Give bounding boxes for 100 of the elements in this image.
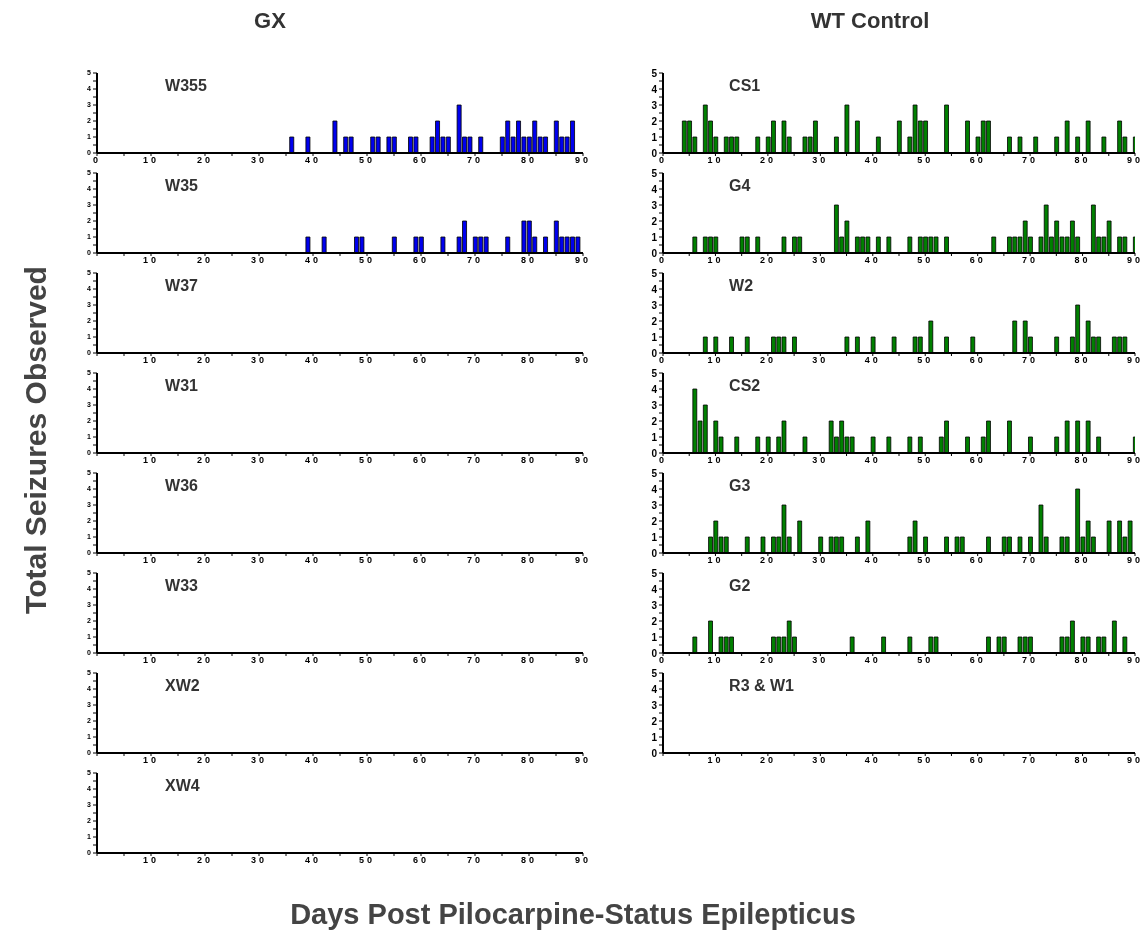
x-tick-label: 50 <box>917 355 934 366</box>
x-tick-label: 60 <box>412 455 430 466</box>
x-tick-label: 30 <box>812 455 829 466</box>
x-tick-label: 90 <box>574 655 592 666</box>
x-tick-label: 60 <box>412 155 430 166</box>
x-tick-label: 80 <box>1074 255 1091 266</box>
x-tick-label: 80 <box>520 255 538 266</box>
x-tick-label: 10 <box>707 655 724 666</box>
y-tick-label: 2 <box>651 615 658 627</box>
y-tick-label: 3 <box>651 299 658 311</box>
y-tick-label: 5 <box>651 167 658 179</box>
x-tick-label: 40 <box>864 655 881 666</box>
y-tick-label: 4 <box>651 283 658 295</box>
x-tick-label: 50 <box>917 155 934 166</box>
x-tick-label: 30 <box>250 355 268 366</box>
y-tick-label: 1 <box>651 231 658 243</box>
chart-title: W355 <box>165 77 207 95</box>
y-tick-label: 5 <box>651 367 658 379</box>
x-tick-label: 20 <box>196 755 214 766</box>
x-tick-label: 90 <box>574 255 592 266</box>
x-tick-label: 70 <box>1022 755 1039 766</box>
chart-title: G2 <box>729 577 751 595</box>
x-tick-label: 20 <box>759 455 776 466</box>
x-tick-label: 60 <box>969 255 986 266</box>
x-tick-label: 70 <box>1022 355 1039 366</box>
chart-title: W36 <box>165 477 198 495</box>
x-tick-label: 30 <box>250 255 268 266</box>
x-tick-label: 90 <box>574 755 592 766</box>
x-tick-label: 30 <box>250 655 268 666</box>
x-tick-label: 90 <box>1126 255 1144 266</box>
y-tick-label: 3 <box>651 699 658 711</box>
x-tick-label: 90 <box>574 355 592 366</box>
y-tick-label: 5 <box>651 667 658 679</box>
x-tick-label: 20 <box>196 655 214 666</box>
y-tick-label: 5 <box>651 467 658 479</box>
y-tick-label: 2 <box>651 115 658 127</box>
x-tick-label: 90 <box>574 155 592 166</box>
x-tick-label: 20 <box>196 855 214 866</box>
x-tick-label: 10 <box>707 355 724 366</box>
x-tick-label: 20 <box>759 155 776 166</box>
x-tick-label: 10 <box>142 455 160 466</box>
x-tick-label: 60 <box>412 855 430 866</box>
x-tick-label: 50 <box>358 255 376 266</box>
x-tick-label: 40 <box>304 455 322 466</box>
x-tick-label: 20 <box>196 555 214 566</box>
x-tick-label: 20 <box>759 255 776 266</box>
x-tick-label: 50 <box>358 355 376 366</box>
y-tick-label: 5 <box>651 567 658 579</box>
x-tick-label: 60 <box>969 555 986 566</box>
chart-title: W31 <box>165 377 198 395</box>
x-axis-title: Days Post Pilocarpine-Status Epilepticus <box>289 898 857 931</box>
x-tick-label: 70 <box>466 655 484 666</box>
x-tick-label: 80 <box>520 755 538 766</box>
x-tick-label: 60 <box>969 355 986 366</box>
x-tick-label: 0 <box>658 455 668 466</box>
x-tick-label: 40 <box>304 755 322 766</box>
x-tick-label: 30 <box>250 755 268 766</box>
x-tick-label: 70 <box>1022 455 1039 466</box>
x-tick-label: 30 <box>812 655 829 666</box>
x-tick-label: 70 <box>1022 555 1039 566</box>
chart-title: XW4 <box>165 777 200 795</box>
y-tick-label: 5 <box>651 67 658 79</box>
x-tick-label: 40 <box>864 355 881 366</box>
x-tick-label: 80 <box>1074 655 1091 666</box>
x-tick-label: 90 <box>1126 555 1144 566</box>
x-tick-label: 40 <box>304 255 322 266</box>
x-tick-label: 0 <box>658 255 668 266</box>
x-tick-label: 60 <box>412 755 430 766</box>
y-tick-label: 4 <box>651 183 658 195</box>
y-tick-label: 4 <box>651 483 658 495</box>
y-axis-title: Total Seizures Observed <box>19 266 53 614</box>
x-tick-label: 50 <box>358 555 376 566</box>
y-tick-label: 3 <box>651 599 658 611</box>
x-tick-label: 30 <box>250 155 268 166</box>
chart-title: W35 <box>165 177 198 195</box>
y-tick-label: 3 <box>651 99 658 111</box>
x-tick-label: 40 <box>304 155 322 166</box>
x-tick-label: 10 <box>707 155 724 166</box>
x-tick-label: 40 <box>304 855 322 866</box>
x-tick-label: 0 <box>658 655 668 666</box>
x-tick-label: 90 <box>1126 755 1144 766</box>
x-tick-label: 20 <box>196 255 214 266</box>
x-tick-label: 20 <box>759 555 776 566</box>
x-tick-label: 20 <box>759 355 776 366</box>
x-tick-label: 80 <box>520 455 538 466</box>
x-tick-label: 40 <box>864 455 881 466</box>
x-tick-label: 70 <box>466 855 484 866</box>
y-tick-label: 2 <box>651 315 658 327</box>
x-tick-label: 70 <box>466 555 484 566</box>
x-tick-label: 10 <box>142 755 160 766</box>
x-tick-label: 80 <box>520 655 538 666</box>
x-tick-label: 10 <box>707 555 724 566</box>
x-tick-label: 10 <box>707 755 724 766</box>
x-tick-label: 80 <box>520 855 538 866</box>
x-tick-label: 40 <box>864 255 881 266</box>
x-tick-label: 90 <box>1126 155 1144 166</box>
x-tick-label: 70 <box>466 155 484 166</box>
y-tick-label: 2 <box>651 715 658 727</box>
y-tick-label: 1 <box>651 631 658 643</box>
chart-title: G3 <box>729 477 751 495</box>
